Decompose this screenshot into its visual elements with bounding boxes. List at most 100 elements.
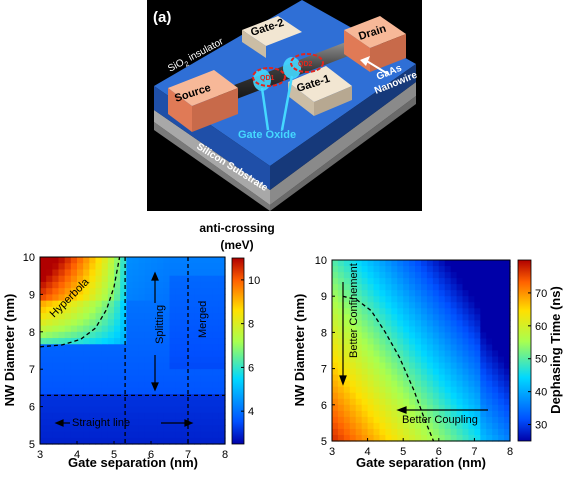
x-tick-label: 8	[222, 449, 228, 461]
heatmap-cell	[456, 386, 464, 394]
heatmap-cell	[379, 260, 386, 267]
heatmap-cell	[373, 416, 381, 424]
heatmap-cell	[212, 406, 220, 414]
heatmap-cell	[385, 332, 392, 340]
heatmap-cell	[492, 416, 499, 424]
heatmap-cell	[373, 344, 381, 352]
heatmap-cell	[468, 320, 475, 327]
heatmap-cell	[206, 344, 214, 352]
heatmap-cell	[438, 308, 446, 315]
heatmap-cell	[462, 368, 470, 376]
heatmap-cell	[379, 392, 386, 400]
heatmap-cell	[132, 257, 140, 264]
heatmap-cell	[391, 416, 398, 424]
heatmap-cell	[403, 422, 410, 430]
heatmap-cell	[450, 398, 458, 406]
heatmap-cell	[504, 314, 511, 321]
heatmap-cell	[200, 412, 208, 420]
heatmap-cell	[438, 350, 446, 358]
heatmap-cell	[169, 257, 177, 264]
heatmap-cell	[107, 275, 115, 283]
heatmap-cell	[385, 380, 392, 388]
heatmap-cell	[194, 362, 201, 370]
heatmap-cell	[52, 257, 60, 264]
heatmap-cell	[367, 356, 375, 364]
y-tick-label: 10	[315, 255, 327, 267]
heatmap-cell	[361, 422, 369, 430]
heatmap-cell	[206, 257, 214, 264]
heatmap-cell	[64, 387, 72, 395]
heatmap-cell	[194, 338, 201, 345]
heatmap-cell	[126, 294, 134, 302]
heatmap-cell	[89, 425, 97, 433]
heatmap-cell	[107, 325, 115, 333]
heatmap-cell	[77, 394, 84, 401]
heatmap-cell	[474, 266, 481, 273]
heatmap-cell	[337, 278, 345, 285]
heatmap-cell	[40, 288, 47, 295]
panel-a-label: (a)	[153, 9, 171, 26]
heatmap-cell	[77, 331, 84, 339]
heatmap-cell	[181, 394, 189, 401]
heatmap-cell	[169, 313, 177, 320]
heatmap-cell	[426, 350, 434, 358]
heatmap-cell	[64, 300, 72, 308]
heatmap-cell	[218, 319, 226, 327]
heatmap-cell	[403, 344, 410, 352]
heatmap-cell	[403, 278, 410, 285]
heatmap-cell	[64, 412, 72, 420]
heatmap-cell	[77, 288, 84, 295]
heatmap-cell	[504, 362, 511, 370]
heatmap-cell	[456, 344, 464, 352]
heatmap-cell	[126, 275, 134, 283]
heatmap-cell	[132, 275, 140, 283]
heatmap-cell	[218, 387, 226, 395]
heatmap-cell	[200, 381, 208, 389]
heatmap-cell	[474, 368, 481, 376]
heatmap-cell	[52, 306, 60, 314]
heatmap-cell	[367, 392, 375, 400]
heatmap-cell	[175, 338, 183, 345]
heatmap-cell	[114, 350, 121, 358]
heatmap-cell	[444, 302, 452, 309]
heatmap-cell	[200, 288, 208, 295]
heatmap-cell	[397, 356, 404, 364]
heatmap-cell	[415, 272, 422, 279]
heatmap-cell	[206, 275, 214, 283]
heatmap-cell	[468, 392, 475, 400]
heatmap-cell	[218, 381, 226, 389]
heatmap-cell	[355, 368, 363, 376]
heatmap-cell	[498, 434, 505, 442]
heatmap-cell	[64, 369, 72, 377]
heatmap-cell	[426, 374, 434, 382]
heatmap-cell	[480, 380, 487, 388]
heatmap-cell	[132, 387, 140, 395]
heatmap-cell	[438, 404, 446, 412]
heatmap-cell	[144, 263, 152, 271]
heatmap-cell	[46, 269, 53, 277]
heatmap-cell	[64, 437, 72, 445]
heatmap-cell	[468, 362, 475, 370]
heatmap-cell	[391, 314, 398, 321]
heatmap-cell	[373, 356, 381, 364]
heatmap-cell	[218, 406, 226, 414]
heatmap-cell	[415, 284, 422, 291]
heatmap-cell	[83, 294, 90, 302]
heatmap-cell	[58, 425, 66, 433]
heatmap-cell	[40, 412, 47, 420]
heatmap-cell	[120, 338, 127, 345]
heatmap-cell	[132, 437, 140, 445]
heatmap-cell	[70, 419, 78, 426]
heatmap-cell	[492, 338, 499, 346]
heatmap-cell	[426, 404, 434, 412]
heatmap-cell	[498, 356, 505, 364]
heatmap-cell	[194, 419, 201, 426]
heatmap-cell	[138, 306, 146, 314]
heatmap-cell	[83, 331, 90, 339]
heatmap-cell	[46, 300, 53, 308]
heatmap-cell	[498, 380, 505, 388]
heatmap-cell	[379, 338, 386, 346]
heatmap-cell	[151, 338, 158, 345]
better-coupling-annotation: Better Coupling	[402, 414, 478, 426]
heatmap-cell	[70, 437, 78, 445]
